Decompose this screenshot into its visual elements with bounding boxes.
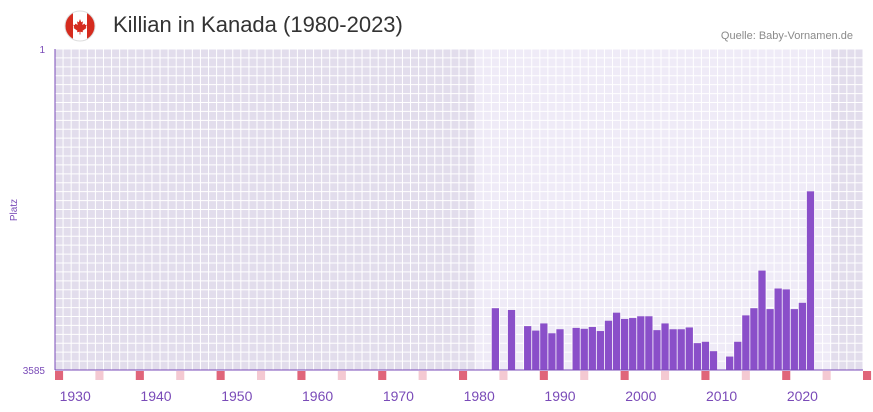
decade-marker (620, 371, 629, 380)
bar (750, 308, 758, 370)
bar (604, 320, 613, 370)
half-decade-marker (741, 371, 750, 380)
decade-marker (378, 371, 387, 380)
decade-marker (701, 371, 710, 380)
bar (540, 323, 548, 370)
grid (54, 48, 864, 371)
bar (661, 323, 669, 370)
x-tick-label: 2010 (706, 388, 737, 404)
decade-marker (459, 371, 468, 380)
bar (548, 333, 556, 370)
bar (742, 315, 750, 370)
bar (524, 326, 532, 370)
bar (580, 328, 588, 370)
bar (596, 331, 605, 370)
y-axis-label: Platz (9, 199, 20, 221)
decade-marker (297, 371, 306, 380)
half-decade-marker (418, 371, 427, 380)
half-decade-marker (95, 371, 104, 380)
x-tick-label: 1960 (302, 388, 333, 404)
bar (669, 329, 677, 370)
bar (693, 343, 701, 370)
y-tick-label: 3585 (23, 366, 46, 377)
bar (653, 330, 661, 370)
bar (709, 351, 718, 370)
bar (677, 329, 685, 370)
bar (637, 316, 645, 370)
decade-marker (135, 371, 144, 380)
decade-marker (216, 371, 225, 380)
bar (645, 316, 653, 370)
half-decade-marker (257, 371, 266, 380)
half-decade-marker (499, 371, 508, 380)
x-tick-label: 1930 (60, 388, 91, 404)
half-decade-marker (580, 371, 589, 380)
bar (491, 308, 499, 370)
decade-markers (55, 371, 872, 380)
bar (612, 312, 621, 370)
bar (701, 341, 710, 370)
canada-flag-icon (64, 10, 96, 42)
x-tick-label: 1950 (221, 388, 252, 404)
x-tick-label: 1990 (544, 388, 575, 404)
bar (782, 289, 790, 370)
bar (572, 327, 580, 370)
y-tick-label: 1 (39, 45, 45, 56)
bar (734, 341, 742, 370)
x-tick-label: 1980 (464, 388, 495, 404)
bar (766, 309, 774, 370)
source-credit: Quelle: Baby-Vornamen.de (720, 30, 853, 42)
bar (726, 356, 734, 370)
chart-title: Killian in Kanada (1980-2023) (113, 12, 403, 37)
bar (621, 318, 629, 370)
half-decade-marker (176, 371, 185, 380)
half-decade-marker (822, 371, 831, 380)
bar (758, 270, 766, 370)
decade-marker (55, 371, 64, 380)
bar (685, 327, 693, 370)
bar (806, 191, 815, 370)
decade-marker (863, 371, 872, 380)
decade-marker (539, 371, 548, 380)
bars (491, 191, 815, 370)
decade-marker (782, 371, 791, 380)
x-tick-label: 2000 (625, 388, 656, 404)
bar (774, 288, 782, 370)
bar (588, 327, 596, 370)
x-tick-label: 1970 (383, 388, 414, 404)
bar (556, 329, 564, 370)
x-tick-label: 1940 (140, 388, 171, 404)
half-decade-marker (661, 371, 670, 380)
x-tick-label: 2020 (787, 388, 818, 404)
bar (629, 318, 637, 370)
tick-labels: 1930 1940 1950 1960 1970 1980 1990 2000 2010 2020… (23, 45, 818, 404)
half-decade-marker (337, 371, 346, 380)
bar (798, 302, 807, 370)
axes (54, 49, 863, 371)
bar (507, 309, 516, 370)
bar (532, 330, 540, 370)
bar (790, 309, 798, 370)
